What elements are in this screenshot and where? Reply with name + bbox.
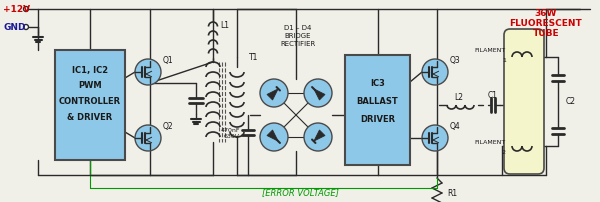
Text: TUBE: TUBE [533,29,559,39]
Text: [ERROR VOLTAGE]: [ERROR VOLTAGE] [262,188,338,198]
Circle shape [260,123,288,151]
Text: GND: GND [3,22,25,32]
Polygon shape [314,130,325,141]
Circle shape [304,123,332,151]
Text: L1: L1 [220,20,229,29]
Text: FILAMENT: FILAMENT [475,140,506,144]
Circle shape [422,59,448,85]
Circle shape [23,6,29,12]
Text: C1: C1 [488,90,498,100]
Text: IC3: IC3 [370,79,385,87]
Text: & DRIVER: & DRIVER [67,114,113,122]
Circle shape [260,79,288,107]
Text: 470nF: 470nF [221,128,240,134]
Text: T1: T1 [249,53,259,61]
Text: FLUORESCENT: FLUORESCENT [509,20,583,28]
Text: BALLAST: BALLAST [356,97,398,105]
Text: Q4: Q4 [450,122,461,132]
Circle shape [135,59,161,85]
Circle shape [135,125,161,151]
Bar [345,55,410,165]
Polygon shape [267,130,278,141]
Text: Q3: Q3 [450,57,461,65]
Text: 2: 2 [502,149,506,155]
Polygon shape [267,89,278,100]
Text: BRIDGE: BRIDGE [285,33,311,39]
Text: IC1, IC2: IC1, IC2 [72,65,108,75]
Text: Q1: Q1 [163,57,173,65]
Text: Q2: Q2 [163,122,173,132]
Circle shape [422,125,448,151]
FancyBboxPatch shape [504,29,544,174]
Text: FILAMENT: FILAMENT [475,48,506,54]
Circle shape [23,24,29,29]
Circle shape [304,79,332,107]
Text: CONTROLLER: CONTROLLER [59,98,121,106]
Text: L2: L2 [454,94,463,102]
Text: R1: R1 [447,189,457,199]
Text: 1: 1 [502,59,506,63]
Bar [55,50,125,160]
Text: C2: C2 [566,97,576,106]
Text: 36W: 36W [535,9,557,19]
Text: 630V: 630V [224,135,240,140]
Text: D1 – D4: D1 – D4 [284,25,311,31]
Polygon shape [314,89,325,100]
Text: PWM: PWM [78,81,102,90]
Text: DRIVER: DRIVER [360,115,395,123]
Text: RECTIFIER: RECTIFIER [280,41,316,47]
Text: +12V: +12V [3,4,30,14]
